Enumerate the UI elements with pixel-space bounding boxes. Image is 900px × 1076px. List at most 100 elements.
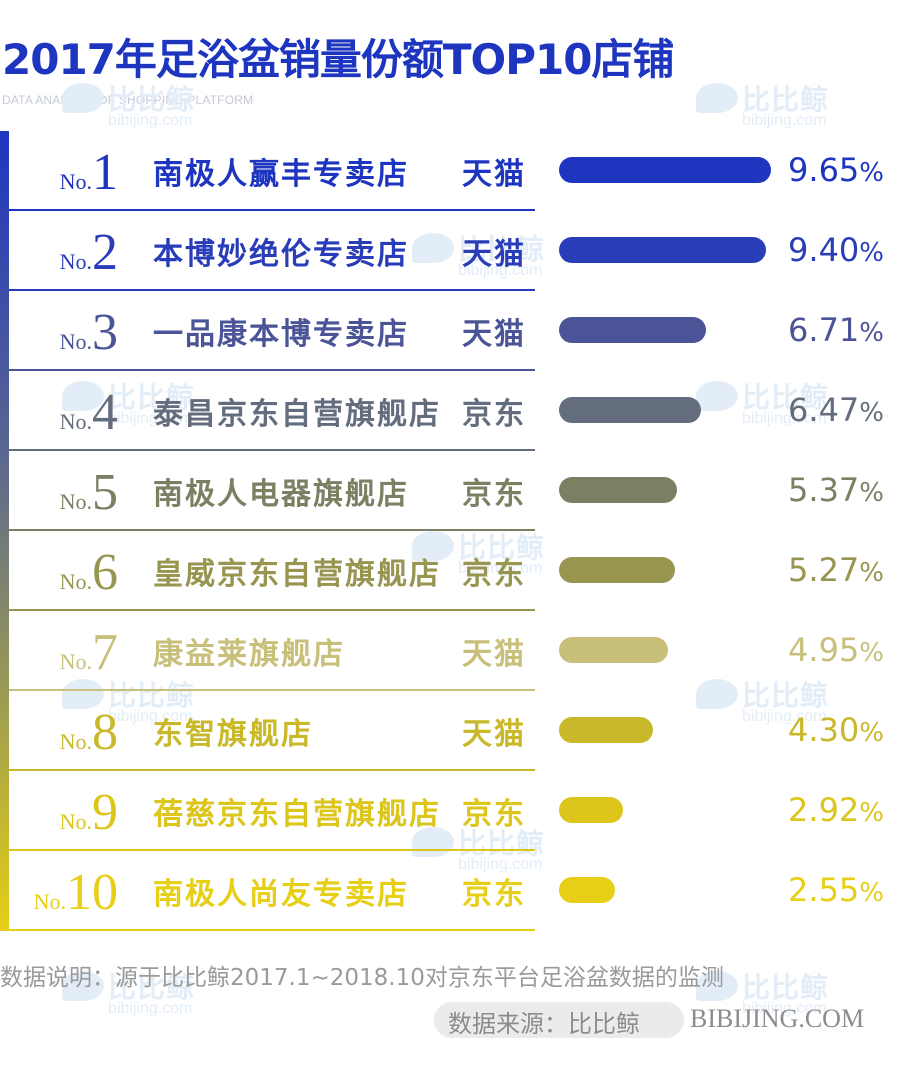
platform-name: 京东 — [462, 877, 526, 912]
share-value-number: 2.92 — [788, 791, 860, 829]
percent-sign: % — [859, 398, 884, 428]
share-value-number: 4.95 — [788, 631, 860, 669]
rank-label: No.1 — [18, 145, 118, 205]
share-value-number: 9.40 — [788, 231, 860, 269]
rank-number: 7 — [92, 624, 118, 681]
gradient-sidebar — [0, 131, 9, 931]
share-bar — [559, 237, 766, 263]
share-bar — [559, 157, 771, 183]
rank-number: 5 — [92, 464, 118, 521]
rank-prefix: No. — [59, 249, 92, 274]
rank-label: No.3 — [18, 305, 118, 365]
rank-number: 4 — [92, 384, 118, 441]
rank-label: No.9 — [18, 785, 118, 845]
rank-number: 9 — [92, 784, 118, 841]
rank-label: No.4 — [18, 385, 118, 445]
store-name: 本博妙绝伦专卖店 — [153, 237, 409, 272]
rank-label: No.5 — [18, 465, 118, 525]
watermark-url: bibijing.com — [108, 1000, 193, 1017]
rank-number: 10 — [66, 864, 118, 921]
share-value: 9.65% — [788, 151, 884, 189]
rank-prefix: No. — [59, 649, 92, 674]
row-divider — [9, 849, 535, 851]
store-name: 泰昌京东自营旗舰店 — [153, 397, 441, 432]
store-name: 南极人赢丰专卖店 — [153, 157, 409, 192]
ranking-row: No.10 南极人尚友专卖店 京东 2.55% — [0, 851, 900, 931]
share-bar — [559, 637, 668, 663]
watermark-text: 比比鲸 — [742, 971, 830, 1004]
percent-sign: % — [859, 798, 884, 828]
store-name: 一品康本博专卖店 — [153, 317, 409, 352]
share-value-number: 5.27 — [788, 551, 860, 589]
platform-name: 京东 — [462, 557, 526, 592]
watermark-url: bibijing.com — [742, 112, 827, 129]
row-divider — [9, 529, 535, 531]
rank-prefix: No. — [59, 169, 92, 194]
share-value: 5.27% — [788, 551, 884, 589]
share-bar — [559, 797, 623, 823]
row-divider — [9, 609, 535, 611]
watermark-text: 比比鲸 — [742, 83, 830, 116]
ranking-row: No.7 康益莱旗舰店 天猫 4.95% — [0, 611, 900, 691]
share-bar — [559, 397, 701, 423]
ranking-row: No.1 南极人赢丰专卖店 天猫 9.65% — [0, 131, 900, 211]
percent-sign: % — [859, 878, 884, 908]
share-value: 5.37% — [788, 471, 884, 509]
row-divider — [9, 369, 535, 371]
share-value-number: 4.30 — [788, 711, 860, 749]
platform-name: 京东 — [462, 797, 526, 832]
store-name: 南极人尚友专卖店 — [153, 877, 409, 912]
row-divider — [9, 289, 535, 291]
page-title: 2017年足浴盆销量份额TOP10店铺 — [2, 35, 674, 84]
rank-prefix: No. — [59, 489, 92, 514]
rank-label: No.2 — [18, 225, 118, 285]
percent-sign: % — [859, 318, 884, 348]
rank-prefix: No. — [59, 329, 92, 354]
ranking-row: No.9 蓓慈京东自营旗舰店 京东 2.92% — [0, 771, 900, 851]
row-divider — [9, 929, 535, 931]
platform-name: 京东 — [462, 397, 526, 432]
percent-sign: % — [859, 718, 884, 748]
percent-sign: % — [859, 158, 884, 188]
source-pill — [434, 1002, 684, 1038]
rank-label: No.10 — [18, 865, 118, 925]
platform-name: 天猫 — [462, 637, 526, 672]
share-bar — [559, 317, 706, 343]
platform-name: 京东 — [462, 477, 526, 512]
percent-sign: % — [859, 238, 884, 268]
ranking-row: No.5 南极人电器旗舰店 京东 5.37% — [0, 451, 900, 531]
share-value-number: 9.65 — [788, 151, 860, 189]
share-value: 6.47% — [788, 391, 884, 429]
store-name: 康益莱旗舰店 — [153, 637, 345, 672]
store-name: 皇威京东自营旗舰店 — [153, 557, 441, 592]
share-value-number: 6.71 — [788, 311, 860, 349]
share-bar — [559, 717, 653, 743]
platform-name: 天猫 — [462, 237, 526, 272]
share-value-number: 2.55 — [788, 871, 860, 909]
rank-number: 2 — [92, 224, 118, 281]
share-bar — [559, 557, 675, 583]
store-name: 东智旗舰店 — [153, 717, 313, 752]
share-value: 4.95% — [788, 631, 884, 669]
share-value: 4.30% — [788, 711, 884, 749]
rank-number: 8 — [92, 704, 118, 761]
rank-prefix: No. — [59, 569, 92, 594]
row-divider — [9, 769, 535, 771]
page-subtitle: DATA ANALYSIS OF SHOPPING PLATFORM — [2, 93, 254, 107]
rank-label: No.7 — [18, 625, 118, 685]
source-label: 数据来源：比比鲸 — [448, 1010, 640, 1038]
watermark: 比比鲸 bibijing.com — [696, 78, 829, 130]
rank-number: 6 — [92, 544, 118, 601]
ranking-row: No.8 东智旗舰店 天猫 4.30% — [0, 691, 900, 771]
share-value-number: 6.47 — [788, 391, 860, 429]
platform-name: 天猫 — [462, 717, 526, 752]
row-divider — [9, 449, 535, 451]
data-note: 数据说明：源于比比鲸2017.1~2018.10对京东平台足浴盆数据的监测 — [0, 965, 724, 991]
rank-label: No.6 — [18, 545, 118, 605]
rank-prefix: No. — [33, 889, 66, 914]
percent-sign: % — [859, 638, 884, 668]
rank-number: 3 — [92, 304, 118, 361]
share-value: 6.71% — [788, 311, 884, 349]
row-divider — [9, 209, 535, 211]
row-divider — [9, 689, 535, 691]
